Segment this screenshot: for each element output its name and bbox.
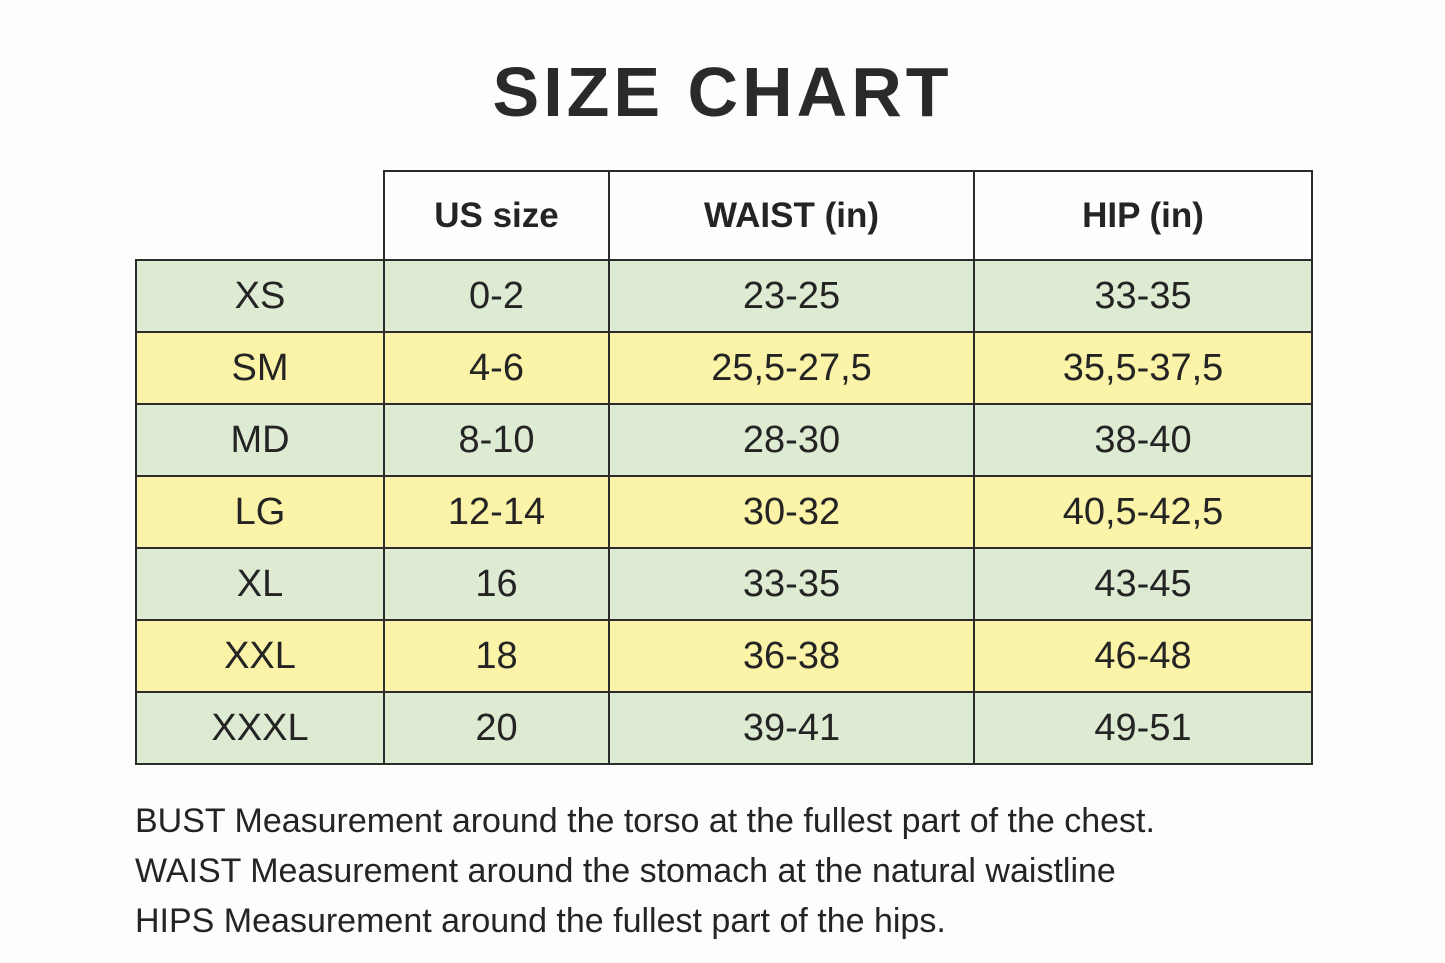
cell-size: XXL: [135, 619, 385, 693]
table-row: LG 12-14 30-32 40,5-42,5: [135, 475, 1313, 549]
cell-size: XXXL: [135, 691, 385, 765]
table-body: XS 0-2 23-25 33-35 SM 4-6 25,5-27,5 35,5…: [135, 259, 1313, 765]
table-row: XL 16 33-35 43-45: [135, 547, 1313, 621]
cell-hip: 38-40: [973, 403, 1313, 477]
cell-us-size: 16: [383, 547, 610, 621]
cell-hip: 43-45: [973, 547, 1313, 621]
header-cell-hip: HIP (in): [973, 170, 1313, 261]
size-chart-table: US size WAIST (in) HIP (in) XS 0-2 23-25…: [135, 170, 1313, 765]
table-header: US size WAIST (in) HIP (in): [136, 170, 1313, 261]
table-row: XXXL 20 39-41 49-51: [135, 691, 1313, 765]
cell-waist: 28-30: [608, 403, 975, 477]
cell-size: XS: [135, 259, 385, 333]
cell-waist: 25,5-27,5: [608, 331, 975, 405]
note-waist: WAIST Measurement around the stomach at …: [135, 852, 1116, 890]
table-row: MD 8-10 28-30 38-40: [135, 403, 1313, 477]
cell-size: SM: [135, 331, 385, 405]
cell-hip: 46-48: [973, 619, 1313, 693]
cell-waist: 33-35: [608, 547, 975, 621]
measurement-notes: BUST Measurement around the torso at the…: [135, 796, 1155, 946]
header-cell-waist: WAIST (in): [608, 170, 975, 261]
cell-us-size: 8-10: [383, 403, 610, 477]
cell-waist: 36-38: [608, 619, 975, 693]
table-row: SM 4-6 25,5-27,5 35,5-37,5: [135, 331, 1313, 405]
header-row: US size WAIST (in) HIP (in): [136, 170, 1313, 261]
cell-hip: 40,5-42,5: [973, 475, 1313, 549]
cell-waist: 30-32: [608, 475, 975, 549]
note-bust: BUST Measurement around the torso at the…: [135, 802, 1155, 840]
cell-hip: 35,5-37,5: [973, 331, 1313, 405]
cell-hip: 33-35: [973, 259, 1313, 333]
cell-waist: 39-41: [608, 691, 975, 765]
header-cell-blank: [136, 171, 384, 260]
cell-us-size: 0-2: [383, 259, 610, 333]
note-hips: HIPS Measurement around the fullest part…: [135, 902, 946, 940]
cell-size: LG: [135, 475, 385, 549]
cell-us-size: 12-14: [383, 475, 610, 549]
table-row: XXL 18 36-38 46-48: [135, 619, 1313, 693]
header-cell-us-size: US size: [383, 170, 610, 261]
cell-us-size: 4-6: [383, 331, 610, 405]
cell-waist: 23-25: [608, 259, 975, 333]
cell-size: XL: [135, 547, 385, 621]
cell-us-size: 18: [383, 619, 610, 693]
table-row: XS 0-2 23-25 33-35: [135, 259, 1313, 333]
cell-size: MD: [135, 403, 385, 477]
cell-hip: 49-51: [973, 691, 1313, 765]
cell-us-size: 20: [383, 691, 610, 765]
page-title: SIZE CHART: [492, 53, 953, 131]
